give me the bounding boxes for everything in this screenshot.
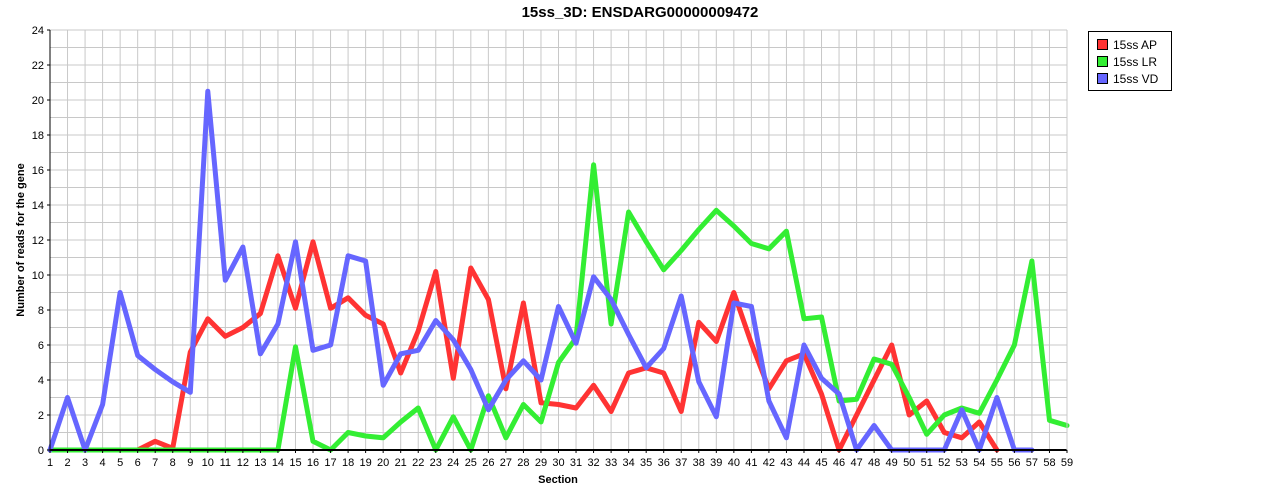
y-tick-label: 2 [38,410,44,422]
legend-item-1: 15ss AP [1089,36,1171,53]
x-tick-label: 50 [903,457,915,469]
x-tick-label: 23 [430,457,442,469]
x-tick-label: 51 [921,457,933,469]
legend-swatch [1097,73,1108,84]
x-tick-label: 44 [798,457,810,469]
x-tick-label: 7 [152,457,158,469]
x-tick-label: 34 [623,457,635,469]
legend-label: 15ss VD [1113,71,1159,86]
x-tick-label: 56 [1008,457,1020,469]
x-tick-label: 54 [973,457,985,469]
y-tick-label: 22 [32,60,44,72]
x-tick-label: 6 [135,457,141,469]
x-tick-label: 33 [605,457,617,469]
x-tick-label: 53 [956,457,968,469]
x-tick-label: 16 [307,457,319,469]
x-tick-label: 8 [170,457,176,469]
x-tick-label: 22 [412,457,424,469]
chart-title: 15ss_3D: ENSDARG00000009472 [522,4,759,21]
x-tick-label: 15 [289,457,301,469]
x-tick-label: 17 [324,457,336,469]
x-tick-label: 46 [833,457,845,469]
x-tick-label: 32 [587,457,599,469]
y-tick-label: 24 [32,25,44,37]
y-tick-label: 4 [38,375,44,387]
x-tick-label: 47 [850,457,862,469]
y-tick-label: 16 [32,165,44,177]
x-tick-label: 45 [815,457,827,469]
x-tick-label: 21 [395,457,407,469]
x-tick-label: 59 [1061,457,1073,469]
x-tick-label: 57 [1026,457,1038,469]
x-tick-label: 11 [220,457,231,469]
x-tick-label: 3 [82,457,88,469]
x-tick-label: 14 [272,457,284,469]
x-tick-label: 36 [658,457,670,469]
y-tick-label: 12 [32,235,44,247]
x-tick-label: 28 [517,457,529,469]
x-tick-label: 25 [465,457,477,469]
x-tick-label: 39 [710,457,722,469]
x-tick-label: 52 [938,457,950,469]
y-tick-label: 14 [32,200,44,212]
x-tick-label: 43 [780,457,792,469]
x-tick-label: 49 [886,457,898,469]
x-tick-label: 26 [482,457,494,469]
x-tick-label: 9 [187,457,193,469]
legend-label: 15ss LR [1113,54,1158,69]
grid-lines [49,29,1068,451]
x-tick-label: 18 [342,457,354,469]
legend-item-3: 15ss VD [1089,70,1171,87]
y-tick-label: 8 [38,305,44,317]
x-tick-label: 58 [1043,457,1055,469]
x-tick-label: 48 [868,457,880,469]
legend-label: 15ss AP [1113,37,1158,52]
y-tick-label: 6 [38,340,44,352]
legend: 15ss AP 15ss LR 15ss VD [1088,31,1172,91]
x-tick-label: 31 [570,457,582,469]
legend-swatch [1097,56,1108,67]
y-tick-label: 20 [32,95,44,107]
legend-swatch [1097,39,1108,50]
x-tick-label: 24 [447,457,459,469]
x-tick-label: 5 [117,457,123,469]
x-tick-label: 12 [237,457,249,469]
x-tick-label: 13 [254,457,266,469]
x-tick-label: 30 [552,457,564,469]
x-tick-label: 20 [377,457,389,469]
series-line-3 [47,88,1035,453]
x-tick-label: 1 [47,457,53,469]
x-tick-label: 37 [675,457,687,469]
x-tick-label: 40 [728,457,740,469]
y-tick-label: 10 [32,270,44,282]
x-tick-label: 2 [64,457,70,469]
x-tick-label: 35 [640,457,652,469]
x-tick-label: 41 [745,457,757,469]
y-axis-label: Number of reads for the gene [15,163,27,316]
y-tick-label: 0 [38,445,44,457]
x-tick-label: 4 [100,457,106,469]
x-axis-label: Section [538,474,578,486]
x-tick-label: 38 [693,457,705,469]
x-tick-label: 27 [500,457,512,469]
x-tick-label: 42 [763,457,775,469]
x-tick-label: 55 [991,457,1003,469]
legend-item-2: 15ss LR [1089,53,1171,70]
x-tick-label: 29 [535,457,547,469]
x-tick-label: 10 [202,457,214,469]
x-tick-label: 19 [359,457,371,469]
y-tick-label: 18 [32,130,44,142]
